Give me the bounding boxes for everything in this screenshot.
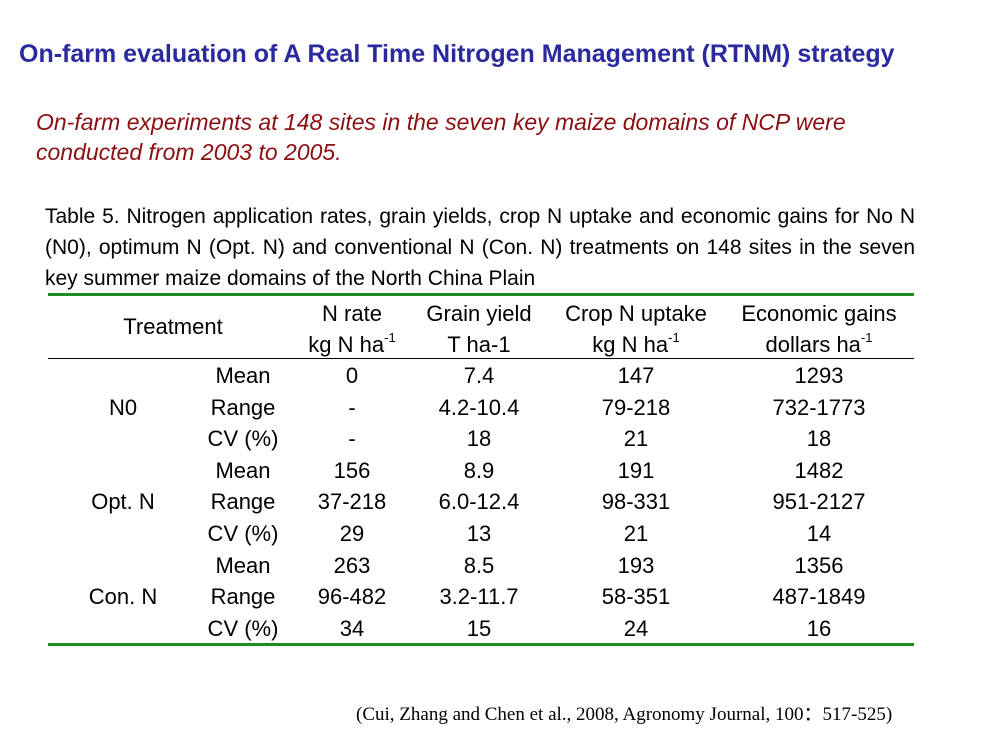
header-n-rate-unit: kg N ha-1: [308, 330, 396, 357]
cell-stat: CV (%): [207, 615, 279, 641]
header-crop-uptake: Crop N uptake: [565, 301, 707, 326]
header-n-rate: N rate: [322, 301, 382, 326]
cell-n-rate: -: [348, 394, 356, 420]
cell-n-rate: 263: [333, 552, 371, 578]
cell-grain-yield: 7.4: [463, 363, 495, 388]
cell-crop-uptake: 98-331: [601, 489, 671, 515]
cell-n-rate: 34: [339, 615, 365, 641]
cell-economic-gains: 16: [806, 615, 832, 641]
cell-n-rate: 29: [339, 521, 365, 546]
cell-crop-uptake: 147: [617, 363, 655, 388]
cell-n-rate: 37-218: [317, 489, 387, 515]
header-treatment: Treatment: [123, 314, 223, 339]
cell-stat: CV (%): [207, 521, 279, 546]
cell-n-rate: 156: [333, 457, 371, 483]
cell-stat: Range: [210, 394, 276, 420]
cell-crop-uptake: 58-351: [601, 584, 671, 610]
slide-title: On-farm evaluation of A Real Time Nitrog…: [19, 40, 895, 68]
cell-grain-yield: 4.2-10.4: [438, 394, 520, 420]
cell-crop-uptake: 191: [617, 457, 655, 483]
cell-stat: CV (%): [207, 426, 279, 452]
header-grain-yield-unit: T ha-1: [447, 332, 511, 357]
treatment-group-label: Opt. N: [91, 489, 155, 515]
cell-economic-gains: 18: [806, 426, 832, 452]
cell-stat: Mean: [215, 552, 271, 578]
header-economic-unit: dollars ha-1: [765, 330, 873, 357]
cell-economic-gains: 1356: [794, 552, 844, 578]
header-economic: Economic gains: [741, 301, 897, 326]
citation: (Cui, Zhang and Chen et al., 2008, Agron…: [356, 704, 893, 725]
cell-economic-gains: 1293: [794, 363, 844, 388]
table-caption: Table 5. Nitrogen application rates, gra…: [45, 205, 915, 290]
cell-n-rate: 0: [345, 363, 359, 388]
cell-crop-uptake: 24: [623, 615, 649, 641]
header-grain-yield: Grain yield: [426, 301, 532, 326]
cell-grain-yield: 13: [466, 521, 492, 546]
header-crop-uptake-unit: kg N ha-1: [592, 330, 680, 357]
cell-economic-gains: 1482: [794, 457, 844, 483]
cell-stat: Range: [210, 584, 276, 610]
cell-crop-uptake: 21: [623, 521, 649, 546]
cell-economic-gains: 14: [806, 521, 832, 546]
cell-economic-gains: 732-1773: [772, 394, 866, 420]
table-top-rule: [48, 293, 914, 296]
cell-stat: Mean: [215, 363, 271, 388]
cell-stat: Mean: [215, 457, 271, 483]
header-rule: [48, 358, 914, 359]
cell-n-rate: 96-482: [317, 584, 387, 610]
cell-economic-gains: 487-1849: [772, 584, 866, 610]
cell-grain-yield: 3.2-11.7: [439, 584, 519, 610]
cell-grain-yield: 18: [466, 426, 492, 452]
treatment-group-label: Con. N: [88, 584, 158, 610]
table-bottom-rule: [48, 643, 914, 646]
cell-crop-uptake: 193: [617, 552, 655, 578]
cell-grain-yield: 6.0-12.4: [438, 489, 520, 515]
treatment-group-label: N0: [108, 394, 138, 420]
cell-crop-uptake: 79-218: [601, 394, 671, 420]
slide-subtitle: On-farm experiments at 148 sites in the …: [36, 109, 846, 165]
cell-n-rate: -: [348, 426, 356, 452]
cell-grain-yield: 8.9: [463, 457, 495, 483]
cell-grain-yield: 8.5: [463, 552, 495, 578]
cell-stat: Range: [210, 489, 276, 515]
cell-grain-yield: 15: [466, 615, 492, 641]
cell-crop-uptake: 21: [623, 426, 649, 452]
cell-economic-gains: 951-2127: [772, 489, 866, 515]
